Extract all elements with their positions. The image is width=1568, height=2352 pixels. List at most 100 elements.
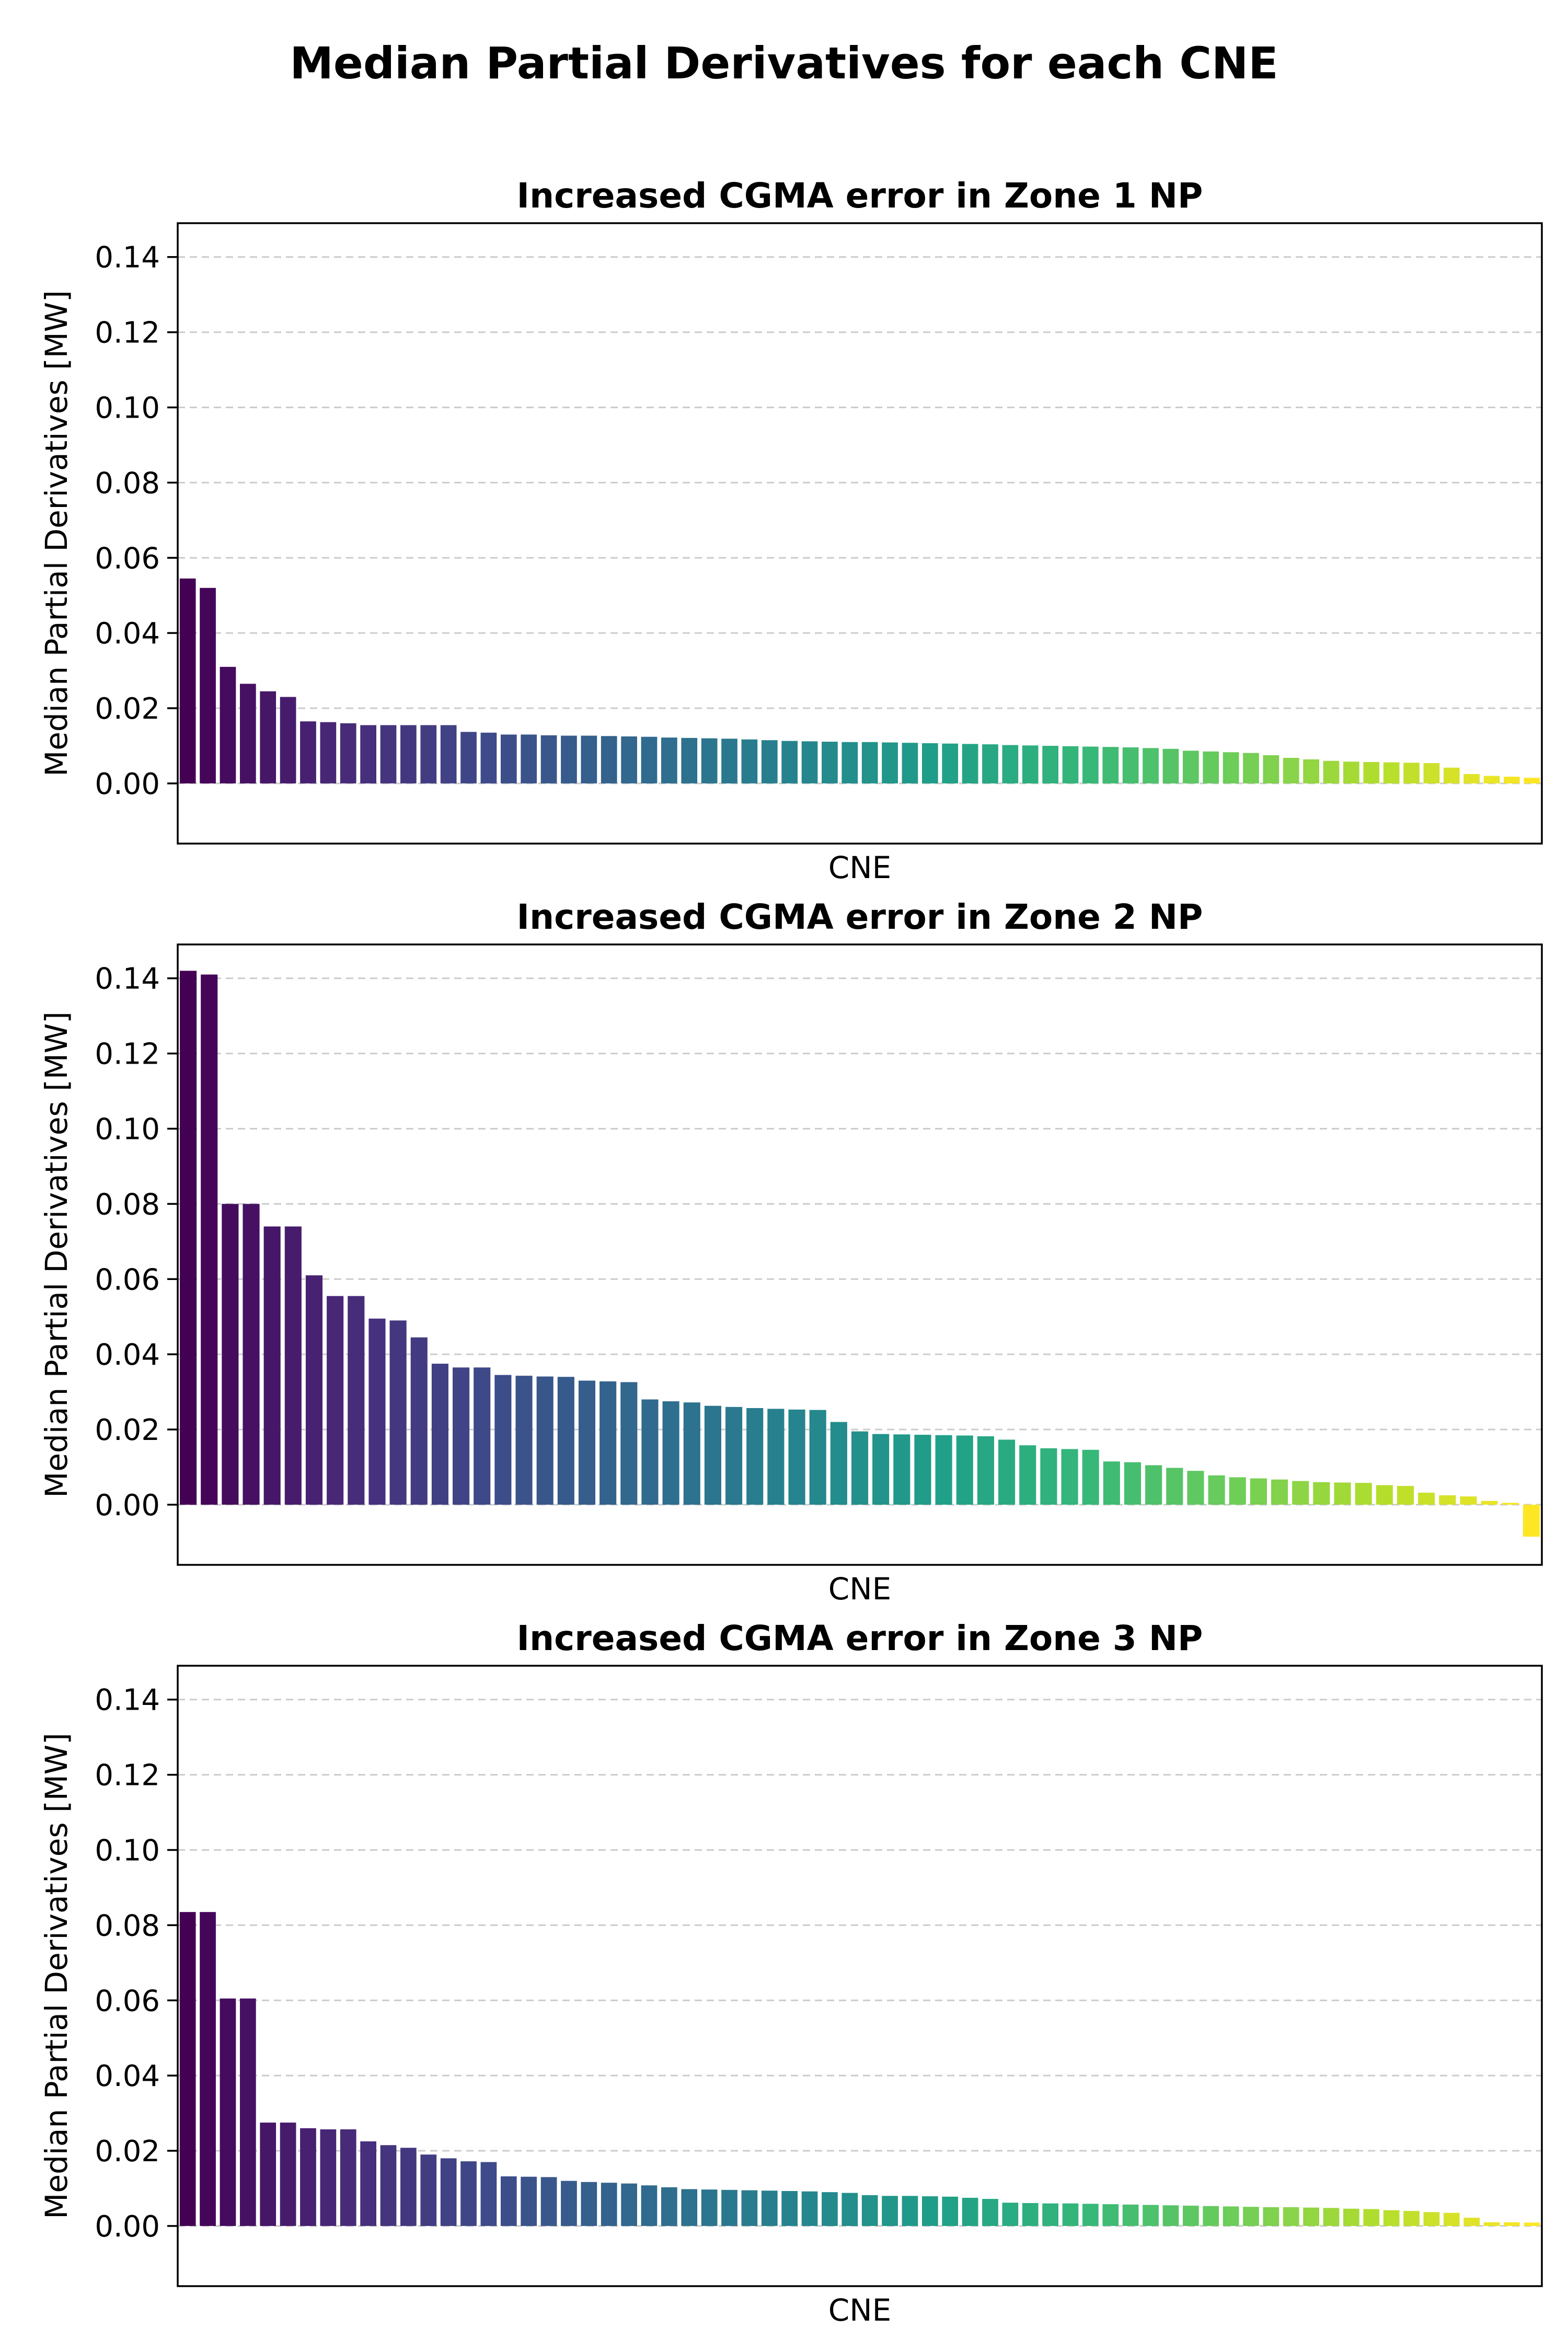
bar [921, 2196, 938, 2226]
plot-area-frame [177, 222, 1543, 845]
bar [661, 737, 677, 783]
bar [320, 2129, 337, 2226]
bar [480, 732, 497, 783]
y-tick-label: 0.10 [95, 391, 160, 425]
bar [1271, 1479, 1288, 1505]
bar [1418, 1492, 1435, 1505]
bar [1102, 2204, 1119, 2226]
bar [830, 1422, 847, 1505]
bar [1439, 1495, 1456, 1505]
bar [300, 721, 316, 783]
plot-area-frame [177, 1665, 1543, 2287]
bar [1355, 1483, 1372, 1505]
bar [1263, 755, 1279, 783]
bar [557, 1377, 574, 1505]
bar [998, 1439, 1016, 1505]
bar [1334, 1482, 1351, 1505]
bar [280, 697, 296, 783]
x-axis-label: CNE [828, 850, 892, 885]
bar [460, 2161, 477, 2226]
subplot-1: 0.00 0.02 0.04 0.06 0.08 0.10 0.12 0.14 Increase… [39, 176, 1543, 885]
bar [494, 1375, 512, 1505]
bar [260, 2123, 276, 2226]
bar [179, 1912, 196, 2226]
bar [935, 1435, 952, 1505]
bar [540, 2177, 557, 2226]
bar [1383, 762, 1400, 783]
y-tick-label: 0.04 [95, 1338, 160, 1372]
bar [767, 1409, 785, 1505]
plot-area-frame [177, 943, 1543, 1566]
y-tick-label: 0.06 [95, 1984, 160, 2018]
y-tick-label: 0.00 [95, 767, 160, 801]
bar [601, 2183, 617, 2226]
y-tick-label: 0.04 [95, 2059, 160, 2093]
subplot-title: Increased CGMA error in Zone 1 NP [517, 176, 1203, 216]
bar [1019, 1445, 1036, 1505]
bar [536, 1376, 554, 1505]
bar [1062, 746, 1079, 783]
bar [1162, 2205, 1179, 2226]
bar [521, 2176, 537, 2226]
bar [809, 1410, 826, 1505]
bar [902, 743, 918, 783]
bar [1397, 1485, 1414, 1505]
bar [220, 1998, 236, 2226]
bar [1383, 2210, 1400, 2226]
bar [1376, 1485, 1393, 1505]
bar [1082, 1449, 1099, 1505]
y-tick-label: 0.14 [95, 1684, 160, 1717]
bar [420, 725, 437, 783]
bar [1082, 2204, 1099, 2226]
bar [822, 742, 838, 783]
y-tick-label: 0.06 [95, 1263, 160, 1297]
bar [641, 2185, 658, 2226]
bar [882, 742, 898, 783]
bar [1022, 745, 1039, 783]
bar [474, 1367, 491, 1505]
bar [1443, 2212, 1460, 2226]
bar [621, 736, 637, 783]
bar [200, 1912, 216, 2226]
bar [1524, 778, 1540, 783]
bar [1323, 760, 1340, 783]
bar [327, 1296, 344, 1505]
subplot-3: 0.00 0.02 0.04 0.06 0.08 0.10 0.12 0.14 Increase… [39, 1618, 1543, 2328]
bar [1182, 2206, 1199, 2226]
bar [1124, 1462, 1142, 1505]
bar [621, 2183, 637, 2226]
bar [420, 2154, 437, 2226]
bar [725, 1406, 743, 1505]
figure-title: Median Partial Derivatives for each CNE [290, 38, 1278, 89]
bar [721, 2189, 737, 2226]
bar [1208, 1475, 1225, 1505]
bar [662, 1401, 679, 1505]
bar [500, 2176, 517, 2226]
bar [239, 1998, 256, 2226]
bar [1363, 762, 1380, 783]
bar [962, 2197, 978, 2226]
bar [956, 1435, 973, 1505]
y-tick-label: 0.00 [95, 2210, 160, 2244]
bar [1145, 1465, 1162, 1505]
bar [1122, 747, 1139, 783]
bar [410, 1337, 428, 1505]
bar [861, 2195, 878, 2226]
x-axis-label: CNE [828, 2292, 892, 2328]
bar [1363, 2209, 1380, 2226]
bar [1082, 746, 1099, 783]
bar [681, 2189, 698, 2226]
bar [243, 1204, 260, 1505]
bar [902, 2196, 918, 2226]
bar [977, 1436, 994, 1505]
bar [851, 1431, 869, 1505]
bar [1502, 1503, 1519, 1505]
y-tick-label: 0.08 [95, 466, 160, 500]
y-axis-label: Median Partial Derivatives [MW] [39, 1011, 74, 1497]
bar [260, 691, 276, 783]
bar [1040, 1448, 1057, 1505]
y-tick-label: 0.02 [95, 692, 160, 726]
bar [1481, 1501, 1498, 1505]
bar [746, 1408, 764, 1505]
bar [788, 1409, 805, 1505]
